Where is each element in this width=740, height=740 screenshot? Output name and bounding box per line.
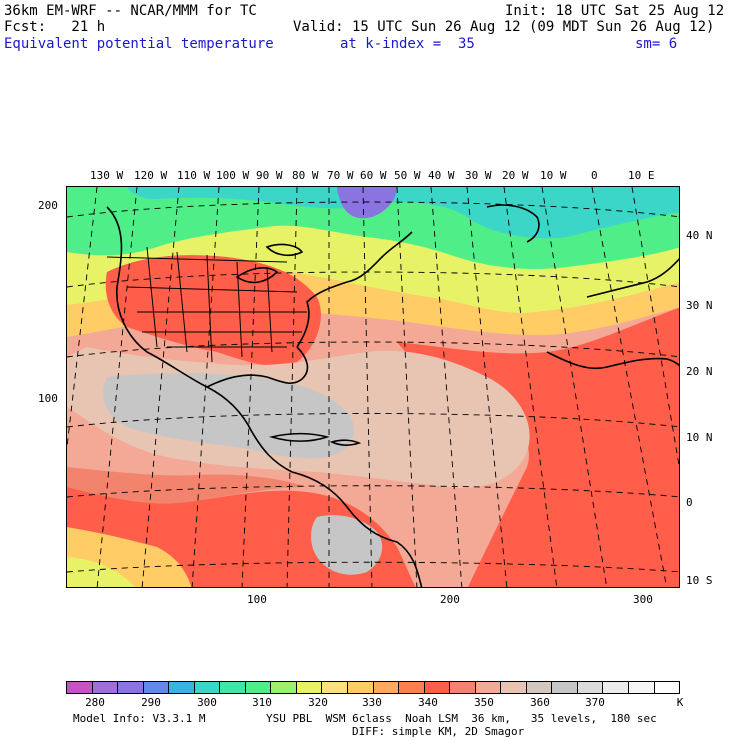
- map-canvas: [67, 187, 679, 587]
- band-320k-southwest: [67, 557, 136, 587]
- colorbar-swatch: [348, 682, 374, 693]
- colorbar-swatch: [296, 682, 323, 693]
- lon-label: 90 W: [256, 169, 283, 182]
- lon-label: 110 W: [177, 169, 211, 182]
- lat-label: 30 N: [686, 299, 713, 312]
- lon-label: 70 W: [327, 169, 354, 182]
- diffusion-info: DIFF: simple KM, 2D Smagor: [352, 725, 525, 738]
- colorbar-swatch: [424, 682, 451, 693]
- colorbar-swatch: [194, 682, 221, 693]
- band-290k: [337, 187, 397, 219]
- colorbar-tick: 340: [418, 696, 438, 709]
- colorbar-swatch: [603, 682, 630, 693]
- colorbar-swatch: [501, 682, 527, 693]
- band-360k: [103, 373, 355, 459]
- valid-time: Valid: 15 UTC Sun 26 Aug 12 (09 MDT Sun …: [293, 19, 715, 35]
- colorbar-swatch: [399, 682, 425, 693]
- colorbar-tick: 370: [585, 696, 605, 709]
- model-info: Model Info: V3.3.1 M: [73, 712, 206, 725]
- colorbar-swatch: [92, 682, 119, 693]
- lon-label: 80 W: [292, 169, 319, 182]
- lon-label: 10 W: [540, 169, 567, 182]
- colorbar-swatch: [373, 682, 400, 693]
- colorbar-swatch: [450, 682, 476, 693]
- lon-label: 60 W: [360, 169, 387, 182]
- grid-x-label: 100: [247, 593, 267, 606]
- colorbar-swatch: [220, 682, 246, 693]
- colorbar: [66, 681, 680, 694]
- model-title: 36km EM-WRF -- NCAR/MMM for TC: [4, 3, 257, 19]
- smoothing-label: sm= 6: [635, 36, 678, 52]
- colorbar-tick: 280: [85, 696, 105, 709]
- colorbar-swatch: [322, 682, 349, 693]
- lon-label: 0: [591, 169, 598, 182]
- physics-info: YSU PBL WSM 6class Noah LSM 36 km, 35 le…: [266, 712, 657, 725]
- lon-label: 30 W: [465, 169, 492, 182]
- lat-label: 40 N: [686, 229, 713, 242]
- field-name: Equivalent potential temperature: [4, 36, 274, 52]
- colorbar-swatch: [118, 682, 144, 693]
- lat-label: 0: [686, 496, 693, 509]
- coastlines: [106, 204, 679, 587]
- colorbar-swatch: [143, 682, 170, 693]
- grid-y-label: 100: [38, 392, 58, 405]
- lon-label: 20 W: [502, 169, 529, 182]
- lon-label: 130 W: [90, 169, 124, 182]
- theta-e-map[interactable]: [66, 186, 680, 588]
- colorbar-swatch: [169, 682, 195, 693]
- grid-y-label: 200: [38, 199, 58, 212]
- colorbar-tick: 360: [530, 696, 550, 709]
- lat-label: 20 N: [686, 365, 713, 378]
- colorbar-swatch: [271, 682, 297, 693]
- lon-label: 120 W: [134, 169, 168, 182]
- init-time: Init: 18 UTC Sat 25 Aug 12: [505, 3, 725, 19]
- band-300k: [127, 187, 679, 239]
- grid-x-label: 300: [633, 593, 653, 606]
- lon-label: 50 W: [394, 169, 421, 182]
- colorbar-swatch: [526, 682, 553, 693]
- colorbar-swatch: [245, 682, 272, 693]
- k-index-label: at k-index = 35: [340, 36, 475, 52]
- colorbar-swatch: [654, 682, 680, 693]
- lon-label: 100 W: [216, 169, 250, 182]
- colorbar-tick: 290: [141, 696, 161, 709]
- colorbar-swatch: [67, 682, 93, 693]
- lon-label: 10 E: [628, 169, 655, 182]
- lon-label: 40 W: [428, 169, 455, 182]
- graticule: [67, 187, 679, 587]
- forecast-hour: Fcst: 21 h: [4, 19, 106, 35]
- colorbar-unit: K: [676, 696, 684, 709]
- colorbar-swatch: [577, 682, 604, 693]
- colorbar-swatch: [629, 682, 655, 693]
- colorbar-swatch: [475, 682, 502, 693]
- colorbar-tick: 310: [252, 696, 272, 709]
- colorbar-tick: 330: [362, 696, 382, 709]
- lat-label: 10 S: [686, 574, 713, 587]
- colorbar-tick: 320: [308, 696, 328, 709]
- grid-x-label: 200: [440, 593, 460, 606]
- band-340k-us: [105, 255, 321, 367]
- colorbar-tick: 350: [474, 696, 494, 709]
- lat-label: 10 N: [686, 431, 713, 444]
- colorbar-tick: 300: [197, 696, 217, 709]
- colorbar-swatch: [552, 682, 578, 693]
